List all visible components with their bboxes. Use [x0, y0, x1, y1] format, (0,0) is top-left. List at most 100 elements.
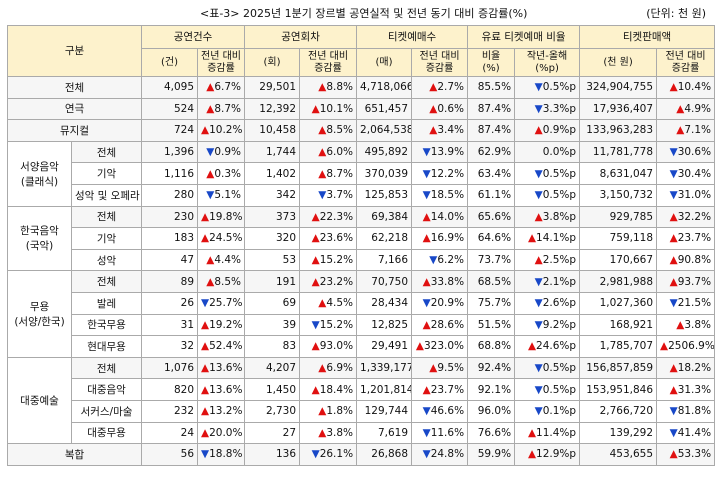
cell: 24 [141, 421, 199, 445]
cell: ▲2506.9% [656, 335, 716, 358]
cell: ▲19.2% [197, 313, 246, 337]
cell: ▲8.7% [299, 162, 358, 185]
section: 전체 4,095 ▲6.7% 29,501 ▲8.8% 4,718,066 ▲2.7% 85.… [6, 76, 716, 99]
cell: ▼18.8% [197, 443, 246, 466]
cell: ▲0.9%p [514, 119, 581, 142]
text-line: 비율 [481, 50, 501, 62]
cell: ▼0.5%p [514, 356, 581, 380]
cell: ▼13.9% [411, 140, 469, 164]
cell: ▼41.4% [656, 421, 716, 445]
group-header: 유료 티켓예매 비율 [467, 25, 581, 49]
cell: 63.4% [467, 162, 516, 185]
section: 서양음악 (클래식) 전체 1,396 ▼0.9% 1,744 ▲6.0% 495,892 ▼1… [7, 140, 716, 207]
sub-header: 전년 대비 증감률 [197, 48, 246, 77]
cell: 73.7% [467, 248, 516, 272]
text-line: 대중예술 [20, 394, 59, 407]
cell: ▼30.6% [656, 140, 716, 164]
cell: ▲31.3% [656, 378, 716, 401]
cell: ▼6.2% [411, 248, 469, 272]
cell: 1,402 [244, 162, 301, 185]
cell: ▲20.0% [197, 421, 246, 445]
text-line: 증감률 [425, 62, 454, 74]
group-label: 대중예술 [7, 356, 72, 445]
cell: 139,292 [579, 421, 658, 445]
cell: 1,339,177 [356, 356, 413, 380]
data-row: 대중예술 전체 1,076 ▲13.6% 4,207 ▲6.9% 1,339,177 ▲9.5… [7, 356, 716, 445]
cell: 495,892 [356, 140, 413, 164]
text-line: 서양음악 [20, 160, 59, 173]
cell: 4,095 [141, 76, 199, 99]
cell: 62,218 [356, 227, 413, 250]
cell: ▼0.5%p [514, 76, 581, 99]
cell: ▼25.7% [197, 291, 246, 315]
cell: 136 [244, 443, 301, 466]
cell: ▲3.4% [411, 119, 469, 142]
cell: 92.1% [467, 378, 516, 401]
section: 무용 (서양/한국) 전체 89 ▲8.5% 191 ▲23.2% 70,750 ▲33.8% 6… [7, 270, 716, 358]
sub-header: (건) [141, 48, 199, 77]
data-row: 대중음악 820 ▲13.6% 1,450 ▲18.4% 1,201,814 ▲23.7% 9… [8, 378, 716, 401]
cell: ▲24.5% [197, 227, 246, 250]
cell: 3,150,732 [579, 183, 658, 207]
cell: 56 [141, 443, 199, 466]
cell: ▲6.0% [299, 140, 358, 164]
cell: 191 [244, 270, 301, 293]
cell: ▲8.5% [197, 270, 246, 293]
cell: 12,392 [244, 97, 301, 121]
cell: ▲9.5% [411, 356, 469, 380]
data-row: 복합 56 ▼18.8% 136 ▼26.1% 26,868 ▼24.8% 59.9% ▲12.… [6, 443, 716, 466]
group-label: 서양음악 (클래식) [7, 140, 72, 207]
cell: 10,458 [244, 119, 301, 142]
cell: 69,384 [356, 205, 413, 229]
cell: ▲4.5% [299, 291, 358, 315]
cell: ▲13.2% [197, 399, 246, 423]
section: 뮤지컬 724 ▲10.2% 10,458 ▲8.5% 2,064,538 ▲3.4% 87.… [6, 119, 716, 142]
sub-header: (회) [244, 48, 301, 77]
group-header: 티켓예매수 [356, 25, 469, 49]
cell: 4,718,066 [356, 76, 413, 99]
cell: 29,491 [356, 335, 413, 358]
cell: 68.5% [467, 270, 516, 293]
cell: ▲8.8% [299, 76, 358, 99]
group-header: 공연회차 [244, 25, 358, 49]
cell: ▲0.6% [411, 97, 469, 121]
cell: ▲28.6% [411, 313, 469, 337]
cell: ▲3.8% [299, 421, 358, 445]
cell: ▼12.2% [411, 162, 469, 185]
cell: ▲8.5% [299, 119, 358, 142]
cell: ▲16.9% [411, 227, 469, 250]
cell: ▲24.6%p [514, 335, 581, 358]
cell: 29,501 [244, 76, 301, 99]
row-label: 한국무용 [70, 313, 143, 337]
group-header: 티켓판매액 [579, 25, 716, 49]
cell: 1,396 [141, 140, 199, 164]
text-line: (회) [263, 56, 281, 68]
cell: ▼0.9% [197, 140, 246, 164]
row-label: 복합 [6, 443, 143, 466]
cell: ▼81.8% [656, 399, 716, 423]
text-line: 증감률 [671, 62, 700, 74]
text-line: (매) [375, 56, 393, 68]
cell: ▲12.9%p [514, 443, 581, 466]
cell: 125,853 [356, 183, 413, 207]
cell: ▲10.2% [197, 119, 246, 142]
cell: 53 [244, 248, 301, 272]
sub-header: 전년 대비 증감률 [411, 48, 469, 77]
cell: ▲4.9% [656, 97, 716, 121]
cell: 51.5% [467, 313, 516, 337]
row-label: 발레 [70, 291, 143, 315]
cell: ▲32.2% [656, 205, 716, 229]
cell: 453,655 [579, 443, 658, 466]
cell: ▲90.8% [656, 248, 716, 272]
cell: ▲23.6% [299, 227, 358, 250]
cell: 1,744 [244, 140, 301, 164]
cell: ▲23.7% [656, 227, 716, 250]
text-line: 작년-올해 [526, 50, 568, 62]
sub-header: (천 원) [579, 48, 658, 77]
cell: ▲13.6% [197, 356, 246, 380]
cell: ▲4.4% [197, 248, 246, 272]
data-row: 기악 183 ▲24.5% 320 ▲23.6% 62,218 ▲16.9% 64.6% ▲14… [8, 227, 716, 250]
cell: 170,667 [579, 248, 658, 272]
cell: ▲10.1% [299, 97, 358, 121]
